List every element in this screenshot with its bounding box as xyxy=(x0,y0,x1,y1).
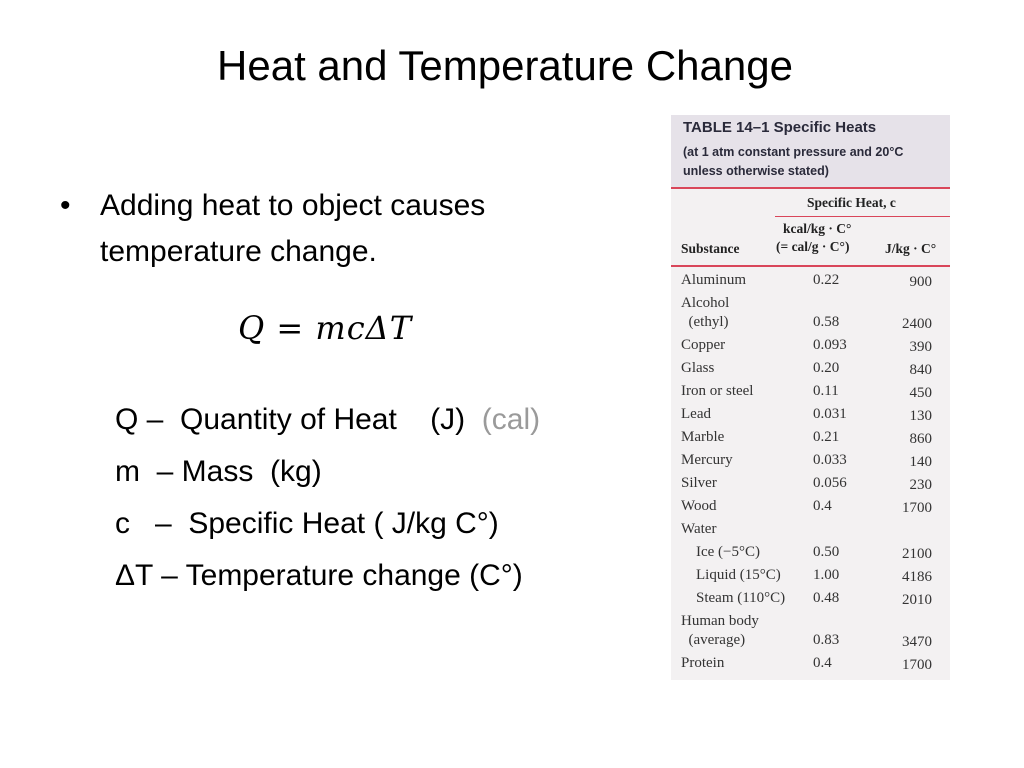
table-row-j: 2400 xyxy=(902,316,932,332)
definition-m-text: m – Mass (kg) xyxy=(115,455,322,488)
table-row-kcal: 0.4 xyxy=(813,498,832,514)
definition-delta-t: ΔT – Temperature change (C°) xyxy=(115,554,540,606)
table-row-kcal: 0.48 xyxy=(813,590,840,606)
table-row-j: 450 xyxy=(909,385,933,401)
table-row-kcal: 0.83 xyxy=(813,632,840,648)
table-row-j: 900 xyxy=(909,274,933,290)
table-top-rule xyxy=(671,187,950,189)
definition-delta-t-text: ΔT – Temperature change (C°) xyxy=(115,559,523,592)
col-j: J/kg · C° xyxy=(885,241,937,256)
table-row-kcal: 0.22 xyxy=(813,272,840,288)
table-row-kcal: 0.4 xyxy=(813,655,832,671)
table-row-substance: Mercury xyxy=(681,452,733,468)
table-row-kcal: 0.20 xyxy=(813,360,840,376)
table-row-substance: Steam (110°C) xyxy=(681,590,786,606)
col-substance: Substance xyxy=(681,241,740,256)
bullet-text: Adding heat to object causes temperature… xyxy=(100,189,486,268)
table-row-kcal: 0.093 xyxy=(813,337,847,353)
table-row-j: 840 xyxy=(909,362,933,378)
table-row-substance: Marble xyxy=(681,429,725,445)
table-subtitle-line2: unless otherwise stated) xyxy=(683,164,829,178)
group-rule xyxy=(775,216,950,217)
table-title: TABLE 14–1 Specific Heats xyxy=(683,119,877,136)
table-row-j: 4186 xyxy=(902,569,932,585)
table-subtitle-line1: (at 1 atm constant pressure and 20°C xyxy=(683,145,904,159)
table-row-substance: Water xyxy=(681,521,717,537)
table-row-substance: Lead xyxy=(681,406,711,422)
table-row-substance: Alcohol xyxy=(681,295,730,311)
table-row-j: 2010 xyxy=(902,592,932,608)
definition-q: Q – Quantity of Heat (J) (cal) xyxy=(115,398,540,450)
table-row-j: 1700 xyxy=(902,657,932,673)
table-header-band: TABLE 14–1 Specific Heats (at 1 atm cons… xyxy=(671,115,950,187)
table-row-substance: Glass xyxy=(681,360,715,376)
header-bottom-rule xyxy=(671,265,950,267)
table-row-j: 2100 xyxy=(902,546,932,562)
table-row-kcal: 0.21 xyxy=(813,429,840,445)
definition-m: m – Mass (kg) xyxy=(115,450,540,502)
table-row-kcal: 1.00 xyxy=(813,567,840,583)
definition-c-text: c – Specific Heat ( J/kg C°) xyxy=(115,507,499,540)
col-kcal-line2: (= cal/g · C°) xyxy=(776,239,850,254)
table-row-kcal: 0.031 xyxy=(813,406,847,422)
slide-title: Heat and Temperature Change xyxy=(217,42,793,89)
heat-equation: Q = mcΔT xyxy=(238,309,413,347)
table-row-kcal: 0.58 xyxy=(813,314,840,330)
table-row-substance: (average) xyxy=(681,632,746,648)
table-row-substance: Iron or steel xyxy=(681,383,754,399)
definitions-list: Q – Quantity of Heat (J) (cal) m – Mass … xyxy=(115,398,540,606)
table-row-j: 230 xyxy=(909,477,933,493)
bullet-item: • Adding heat to object causes temperatu… xyxy=(60,183,620,275)
table-row-j: 390 xyxy=(909,339,933,355)
table-row-substance: Aluminum xyxy=(681,272,747,288)
table-row-substance: Silver xyxy=(681,475,717,491)
table-row-substance: Protein xyxy=(681,655,725,671)
table-row-substance: Copper xyxy=(681,337,726,353)
table-row-substance: Wood xyxy=(681,498,717,514)
table-row-substance: (ethyl) xyxy=(681,314,729,330)
definition-q-unit-cal: (cal) xyxy=(481,403,541,436)
table-row-kcal: 0.056 xyxy=(813,475,847,491)
bullet-dot-icon: • xyxy=(60,189,71,222)
definition-c: c – Specific Heat ( J/kg C°) xyxy=(115,502,540,554)
col-kcal-line1: kcal/kg · C° xyxy=(783,221,852,236)
table-row-substance: Human body xyxy=(681,613,759,629)
specific-heats-table: TABLE 14–1 Specific Heats (at 1 atm cons… xyxy=(671,115,950,680)
table-row-kcal: 0.033 xyxy=(813,452,847,468)
table-row-j: 130 xyxy=(909,408,933,424)
table-row-j: 140 xyxy=(909,454,933,470)
table-row-j: 860 xyxy=(909,431,933,447)
table-row-j: 3470 xyxy=(902,634,932,650)
group-header: Specific Heat, c xyxy=(807,195,896,210)
table-row-j: 1700 xyxy=(902,500,932,516)
table-subtitle: (at 1 atm constant pressure and 20°C unl… xyxy=(683,143,903,181)
definition-q-text: Q – Quantity of Heat (J) xyxy=(115,403,482,436)
table-row-kcal: 0.11 xyxy=(813,383,839,399)
table-row-kcal: 0.50 xyxy=(813,544,840,560)
table-row-substance: Liquid (15°C) xyxy=(681,567,781,583)
table-row-substance: Ice (−5°C) xyxy=(681,544,761,560)
